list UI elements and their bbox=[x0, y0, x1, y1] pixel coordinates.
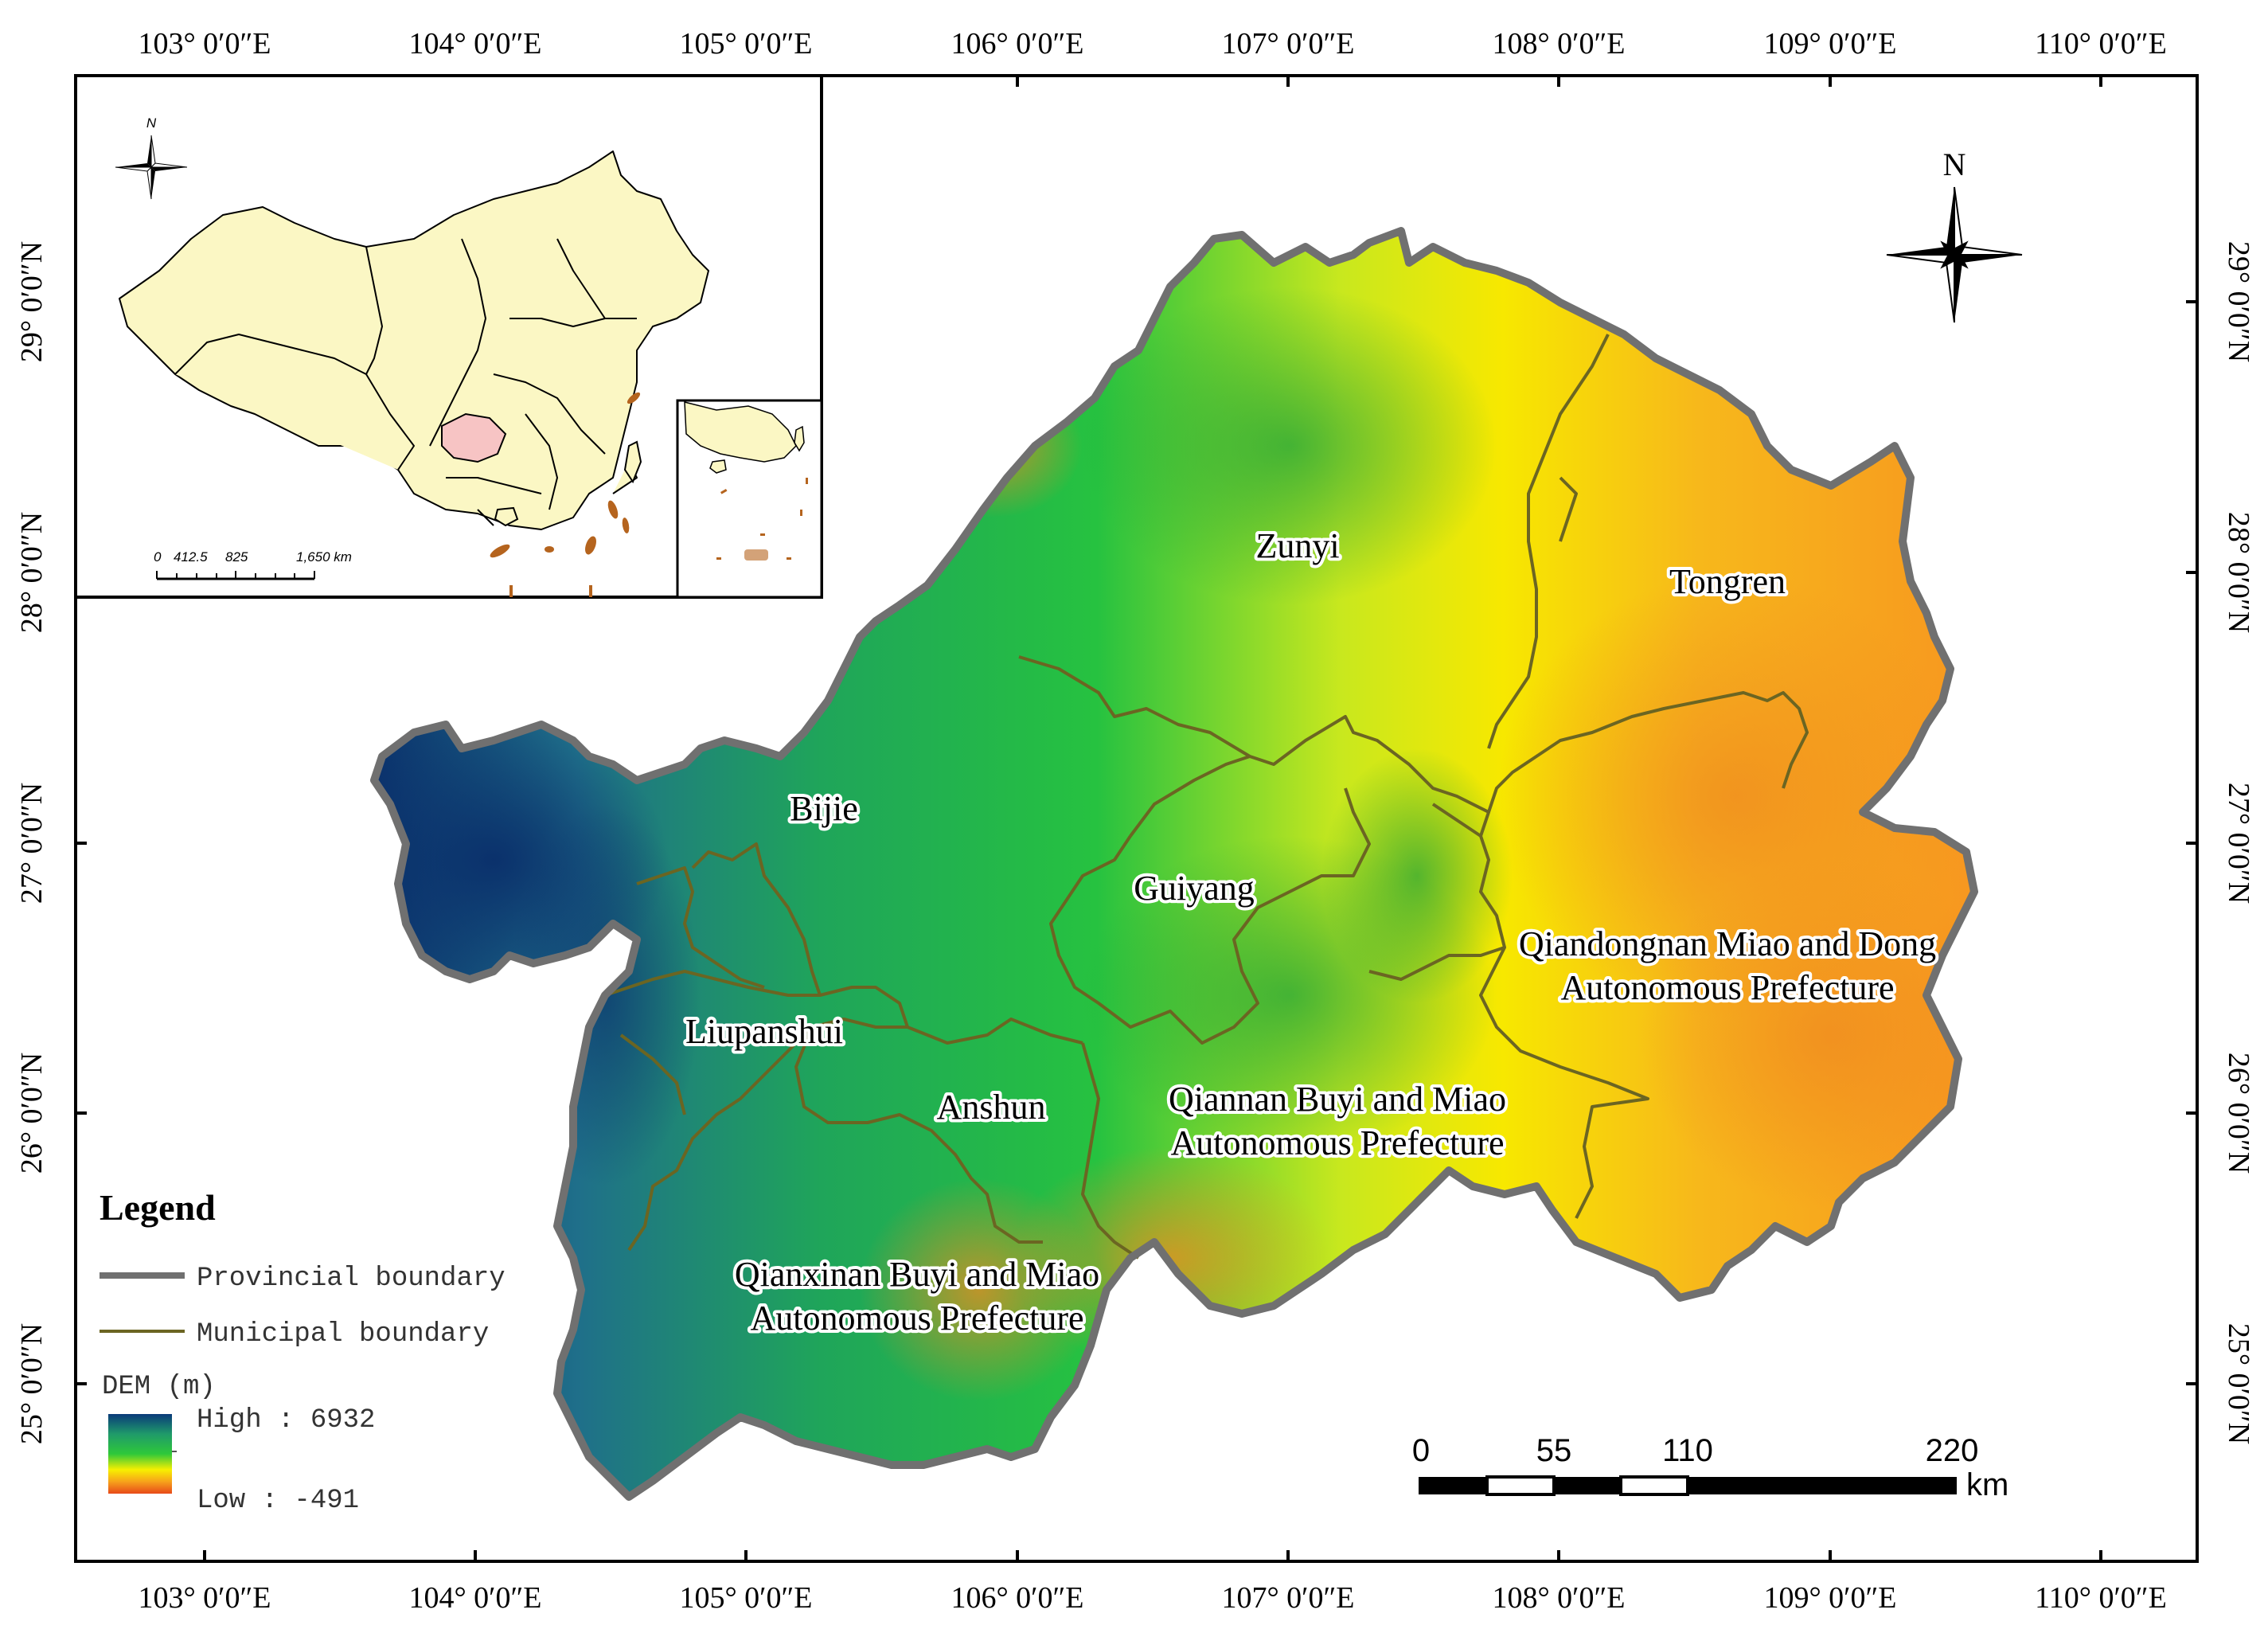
coordinate-ticks: 103° 0′0″E 104° 0′0″E 105° 0′0″E 106° 0′0″E… bbox=[15, 27, 2255, 1615]
left-tick-label: 28° 0′0″N bbox=[15, 512, 49, 633]
bottom-tick-label: 104° 0′0″E bbox=[408, 1581, 541, 1615]
inset-china-outline bbox=[119, 150, 709, 530]
top-tick-label: 104° 0′0″E bbox=[408, 27, 541, 61]
municipal-boundaries bbox=[604, 334, 1809, 1260]
legend-dem-ramp bbox=[108, 1414, 172, 1494]
left-tick-label: 26° 0′0″N bbox=[15, 1053, 49, 1174]
left-tick-label: 25° 0′0″N bbox=[15, 1323, 49, 1444]
top-tick-label: 106° 0′0″E bbox=[951, 27, 1083, 61]
bottom-tick-label: 108° 0′0″E bbox=[1492, 1581, 1625, 1615]
bottom-tick-label: 103° 0′0″E bbox=[138, 1581, 271, 1615]
scale-label-110: 110 bbox=[1662, 1433, 1713, 1468]
scale-bar-seg-5 bbox=[1688, 1477, 1957, 1494]
scale-bar-seg-3 bbox=[1554, 1477, 1621, 1494]
right-tick-label: 27° 0′0″N bbox=[2222, 783, 2255, 904]
region-label-zunyi: Zunyi bbox=[1255, 526, 1339, 565]
inset-hainan bbox=[494, 506, 519, 527]
region-label-qiannan: Qiannan Buyi and Miao bbox=[1169, 1080, 1506, 1119]
legend-municipal-label: Municipal boundary bbox=[197, 1319, 489, 1350]
top-tick-label: 103° 0′0″E bbox=[138, 27, 271, 61]
inset-scale-label-1650: 1,650 km bbox=[296, 549, 352, 564]
bottom-tick-label: 107° 0′0″E bbox=[1221, 1581, 1354, 1615]
legend-dem-low: Low : -491 bbox=[197, 1486, 359, 1516]
right-tick-label: 26° 0′0″N bbox=[2222, 1053, 2255, 1174]
legend-dem-high: High : 6932 bbox=[197, 1405, 375, 1436]
inset-scale-label-412: 412.5 bbox=[174, 549, 208, 564]
inset-south-china-sea-map bbox=[684, 401, 808, 561]
scale-bar: 0 55 110 220 km bbox=[1412, 1433, 2008, 1502]
scale-label-55: 55 bbox=[1536, 1433, 1572, 1468]
region-label-anshun: Anshun bbox=[937, 1088, 1046, 1127]
left-tick-label: 29° 0′0″N bbox=[15, 241, 49, 362]
inset-north-arrow: N bbox=[115, 115, 188, 200]
top-tick-label: 109° 0′0″E bbox=[1763, 27, 1896, 61]
inset-scale-bar: 0 412.5 825 1,650 km bbox=[154, 549, 352, 580]
legend-provincial-label: Provincial boundary bbox=[197, 1264, 506, 1294]
top-tick-label: 108° 0′0″E bbox=[1492, 27, 1625, 61]
region-label-qianxinan: Qianxinan Buyi and Miao bbox=[735, 1255, 1099, 1294]
scale-bar-seg-1 bbox=[1419, 1477, 1487, 1494]
region-label-tongren: Tongren bbox=[1669, 562, 1786, 601]
region-label-liupanshui: Liupanshui bbox=[685, 1012, 843, 1051]
region-label-qiandongnan-line2: Autonomous Prefecture bbox=[1560, 968, 1894, 1007]
top-tick-label: 107° 0′0″E bbox=[1221, 27, 1354, 61]
region-label-guiyang: Guiyang bbox=[1134, 869, 1255, 908]
region-labels: Zunyi Tongren Bijie Guiyang Liupanshui A… bbox=[682, 523, 1939, 1341]
bottom-tick-label: 106° 0′0″E bbox=[951, 1581, 1083, 1615]
top-tick-label: 105° 0′0″E bbox=[679, 27, 812, 61]
region-label-qiandongnan: Qiandongnan Miao and Dong bbox=[1519, 924, 1936, 963]
inset-taiwan bbox=[623, 440, 642, 484]
bottom-tick-label: 110° 0′0″E bbox=[2035, 1581, 2167, 1615]
scale-label-0: 0 bbox=[1412, 1433, 1430, 1468]
top-tick-label: 110° 0′0″E bbox=[2035, 27, 2167, 61]
scale-bar-seg-2 bbox=[1485, 1475, 1556, 1496]
inset-islands bbox=[490, 392, 641, 597]
inset-scale-label-0: 0 bbox=[154, 549, 162, 564]
right-tick-label: 25° 0′0″N bbox=[2222, 1323, 2255, 1444]
right-tick-label: 29° 0′0″N bbox=[2222, 241, 2255, 362]
bottom-tick-label: 109° 0′0″E bbox=[1763, 1581, 1896, 1615]
region-label-qiannan-line2: Autonomous Prefecture bbox=[1170, 1123, 1504, 1162]
scale-unit: km bbox=[1966, 1467, 2008, 1502]
bottom-tick-label: 105° 0′0″E bbox=[679, 1581, 812, 1615]
legend-title: Legend bbox=[100, 1187, 216, 1228]
inset-guizhou-highlight bbox=[441, 412, 507, 463]
inset-north-label: N bbox=[146, 115, 157, 131]
north-arrow: N bbox=[1886, 146, 2023, 323]
region-label-qianxinan-line2: Autonomous Prefecture bbox=[750, 1299, 1083, 1338]
inset-scale-label-825: 825 bbox=[225, 549, 248, 564]
right-tick-label: 28° 0′0″N bbox=[2222, 512, 2255, 633]
region-label-bijie: Bijie bbox=[790, 789, 858, 828]
inset-map: N 0 412.5 bbox=[74, 74, 823, 599]
scale-bar-seg-4 bbox=[1619, 1475, 1689, 1496]
scale-label-220: 220 bbox=[1926, 1433, 1979, 1468]
north-label: N bbox=[1943, 146, 1966, 182]
left-tick-label: 27° 0′0″N bbox=[15, 783, 49, 904]
legend: Legend Provincial boundary Municipal bou… bbox=[100, 1187, 506, 1516]
legend-dem-title: DEM (m) bbox=[102, 1372, 216, 1402]
